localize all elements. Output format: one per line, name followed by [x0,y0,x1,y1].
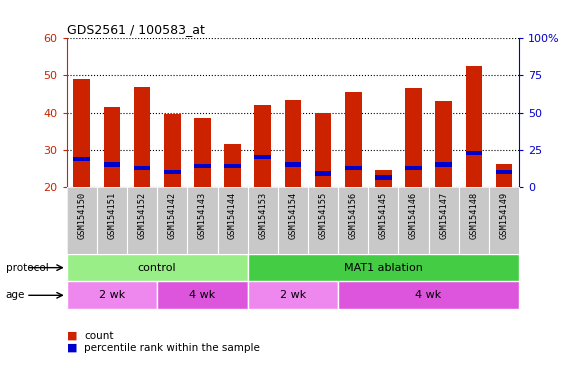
Bar [104,162,120,167]
Text: GSM154143: GSM154143 [198,192,207,239]
Text: GSM154152: GSM154152 [137,192,147,239]
Bar [375,170,392,187]
Text: control: control [138,263,176,273]
Bar [104,107,120,187]
Text: GSM154156: GSM154156 [349,192,358,239]
Bar [405,166,422,170]
Bar [248,281,338,309]
Text: GSM154150: GSM154150 [77,192,86,239]
Text: ■: ■ [67,331,77,341]
Bar [466,66,482,187]
Text: GSM154145: GSM154145 [379,192,388,239]
Text: 4 wk: 4 wk [189,290,216,300]
Bar [134,86,150,187]
Bar [315,113,331,187]
Bar [74,79,90,187]
Bar [248,254,519,281]
Bar [67,254,248,281]
Text: GSM154149: GSM154149 [499,192,509,239]
Bar [255,155,271,159]
Text: GSM154151: GSM154151 [107,192,117,239]
Bar [194,118,211,187]
Bar [74,157,90,161]
Text: 2 wk: 2 wk [280,290,306,300]
Bar [285,162,301,167]
Bar [345,92,361,187]
Bar [194,164,211,169]
Bar [496,170,512,174]
Text: 4 wk: 4 wk [415,290,442,300]
Text: count: count [84,331,114,341]
Text: 2 wk: 2 wk [99,290,125,300]
Text: MAT1 ablation: MAT1 ablation [344,263,423,273]
Bar [405,88,422,187]
Text: GSM154154: GSM154154 [288,192,298,239]
Bar [255,105,271,187]
Bar [67,281,157,309]
Bar [164,114,180,187]
Bar [496,164,512,187]
Text: GSM154147: GSM154147 [439,192,448,239]
Bar [436,101,452,187]
Text: GSM154155: GSM154155 [318,192,328,239]
Bar [338,281,519,309]
Bar [375,175,392,180]
Text: GSM154148: GSM154148 [469,192,478,239]
Bar [315,171,331,176]
Text: protocol: protocol [6,263,49,273]
Text: GSM154146: GSM154146 [409,192,418,239]
Text: GDS2561 / 100583_at: GDS2561 / 100583_at [67,23,205,36]
Bar [134,166,150,170]
Bar [224,144,241,187]
Text: age: age [6,290,25,300]
Text: GSM154153: GSM154153 [258,192,267,239]
Bar [436,162,452,167]
Bar [164,170,180,174]
Bar [224,164,241,169]
Bar [157,281,248,309]
Text: percentile rank within the sample: percentile rank within the sample [84,343,260,353]
Bar [285,99,301,187]
Bar [466,151,482,156]
Bar [345,166,361,170]
Text: ■: ■ [67,343,77,353]
Text: GSM154142: GSM154142 [168,192,177,239]
Text: GSM154144: GSM154144 [228,192,237,239]
